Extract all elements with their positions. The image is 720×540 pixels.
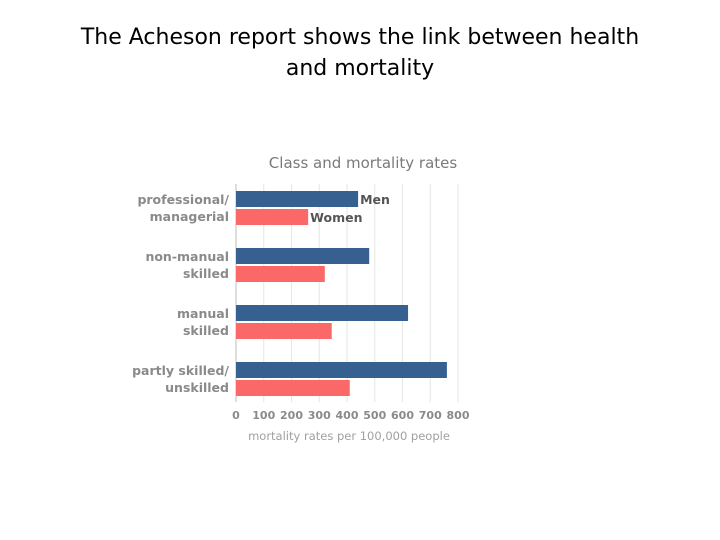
category-label: non-manual	[145, 249, 229, 264]
chart-title: Class and mortality rates	[269, 154, 458, 172]
bar-men-3	[236, 362, 447, 378]
x-tick-label: 600	[391, 409, 414, 422]
bars: Men Women	[236, 191, 447, 396]
x-tick-label: 300	[308, 409, 331, 422]
bar-men-0	[236, 191, 359, 207]
category-label: professional/	[137, 192, 229, 207]
bar-women-0	[236, 209, 309, 225]
category-label: skilled	[183, 323, 229, 338]
category-label: partly skilled/	[132, 363, 229, 378]
x-tick-label: 800	[447, 409, 470, 422]
bar-women-2	[236, 323, 332, 339]
x-axis-label: mortality rates per 100,000 people	[248, 429, 450, 443]
x-tick-label: 500	[363, 409, 386, 422]
x-tick-label: 700	[419, 409, 442, 422]
x-tick-label: 400	[336, 409, 359, 422]
category-label: managerial	[150, 209, 229, 224]
legend-label-women: Women	[310, 210, 362, 225]
category-label: skilled	[183, 266, 229, 281]
category-label: unskilled	[165, 380, 229, 395]
bar-men-1	[236, 248, 370, 264]
x-tick-label: 100	[252, 409, 275, 422]
category-label: manual	[177, 306, 229, 321]
slide-title: The Acheson report shows the link betwee…	[80, 25, 640, 81]
bar-women-3	[236, 380, 350, 396]
x-tick-label: 200	[280, 409, 303, 422]
category-labels: professional/managerial non-manual skilled…	[132, 192, 229, 395]
x-axis-ticks: 0 100 200 300 400 500 600 700 800	[232, 409, 470, 422]
x-tick-label: 0	[232, 409, 240, 422]
legend-label-men: Men	[360, 192, 390, 207]
bar-women-1	[236, 266, 325, 282]
bar-men-2	[236, 305, 409, 321]
